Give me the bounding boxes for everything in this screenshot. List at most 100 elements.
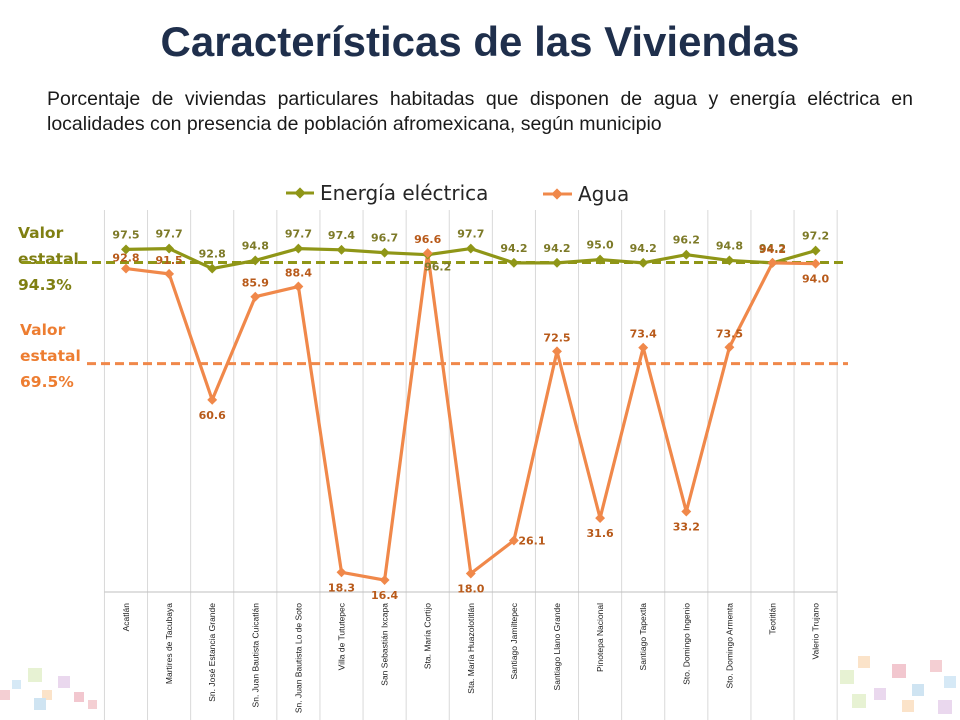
category-label: Sto. Domingo Ingenio xyxy=(681,603,691,685)
decorative-square xyxy=(88,700,97,709)
energia-data-label: 94.2 xyxy=(500,242,527,255)
state-value-energia-line-2: estatal xyxy=(18,250,79,268)
series-agua-point xyxy=(164,268,175,279)
energia-data-label: 94.2 xyxy=(630,242,657,255)
legend-energia-marker xyxy=(294,187,306,199)
series-agua-point xyxy=(810,258,821,269)
series-agua-point xyxy=(595,513,606,524)
agua-data-label: 94.2 xyxy=(759,243,786,256)
series-agua-point xyxy=(767,257,778,268)
decorative-square xyxy=(902,700,914,712)
series-energia-point xyxy=(336,244,347,255)
state-value-agua-line-3: 69.5% xyxy=(20,373,74,391)
state-value-energia-label: Valor estatal 94.3% xyxy=(18,220,79,298)
series-agua-line xyxy=(125,251,816,582)
category-label: Valerio Trujano xyxy=(811,603,821,660)
decorative-square xyxy=(874,688,886,700)
energia-data-label: 96.7 xyxy=(371,232,398,245)
decorative-square xyxy=(858,656,870,668)
series-energia-point xyxy=(724,255,735,266)
agua-data-label: 92.8 xyxy=(112,252,139,265)
energia-data-label: 94.2 xyxy=(543,242,570,255)
energia-data-label: 96.2 xyxy=(673,234,700,247)
energia-data-label: 97.5 xyxy=(112,228,139,241)
energia-data-label: 92.8 xyxy=(199,248,226,261)
series-agua-point xyxy=(724,342,735,353)
decorative-square xyxy=(892,664,906,678)
category-label: Sta. María Huazolotitlán xyxy=(466,603,476,694)
series-agua-point xyxy=(638,342,649,353)
page-title: Características de las Viviendas xyxy=(160,18,800,65)
state-value-energia-line-3: 94.3% xyxy=(18,276,72,294)
agua-data-label: 60.6 xyxy=(199,409,226,422)
agua-data-label: 18.0 xyxy=(457,583,484,596)
chart-subtitle: Porcentaje de viviendas particulares hab… xyxy=(47,88,913,135)
decorative-square xyxy=(42,690,52,700)
category-label: Santiago Jamiltepec xyxy=(509,602,519,679)
category-label: Acatlán xyxy=(121,603,131,632)
series-energia-point xyxy=(293,243,304,254)
agua-data-label: 91.5 xyxy=(156,254,183,267)
agua-data-label: 18.3 xyxy=(328,581,355,594)
series-agua-point xyxy=(422,248,433,259)
series-energia-point xyxy=(810,245,821,256)
energia-data-label: 97.4 xyxy=(328,229,355,242)
state-value-agua-line-1: Valor xyxy=(20,321,66,339)
decorative-square xyxy=(0,690,10,700)
energia-data-label: 94.8 xyxy=(716,239,743,252)
series-agua-point xyxy=(207,394,218,405)
series-energia-point xyxy=(681,249,692,260)
series-agua-point xyxy=(681,506,692,517)
category-label: Martires de Tacubaya xyxy=(164,603,174,684)
series-agua-point xyxy=(379,575,390,586)
decorative-square xyxy=(34,698,46,710)
series-energia-point xyxy=(379,247,390,258)
category-label: San Sebastián Ixcapa xyxy=(380,603,390,686)
energia-data-label: 97.7 xyxy=(285,228,312,241)
category-label: Santiago Tapextla xyxy=(638,603,648,671)
decorative-square xyxy=(74,692,84,702)
agua-data-label: 16.4 xyxy=(371,589,398,602)
decorative-square xyxy=(12,680,21,689)
category-label: Villa de Tututepec xyxy=(337,602,347,670)
legend-agua-label: Agua xyxy=(578,182,629,206)
agua-data-label: 72.5 xyxy=(543,331,570,344)
series-energia-point xyxy=(465,243,476,254)
energia-data-label: 97.7 xyxy=(457,228,484,241)
series-energia-point xyxy=(121,244,131,255)
decorative-square xyxy=(852,694,866,708)
agua-data-label: 31.6 xyxy=(587,527,614,540)
agua-data-label: 88.4 xyxy=(285,267,312,280)
energia-data-label: 94.2 xyxy=(759,242,786,255)
series-energia-point xyxy=(638,257,649,268)
decorative-square xyxy=(28,668,42,682)
category-label: Teotitlán xyxy=(768,603,778,635)
series-agua-point xyxy=(121,263,131,274)
series-energia-point xyxy=(164,243,175,254)
decorative-square xyxy=(938,700,952,714)
series-agua-point xyxy=(336,567,347,578)
series-agua-point xyxy=(508,535,519,546)
energia-data-label: 94.8 xyxy=(242,239,269,252)
agua-data-label: 96.6 xyxy=(414,233,441,246)
agua-data-label: 85.9 xyxy=(242,277,269,290)
energia-data-label: 97.2 xyxy=(802,230,829,243)
agua-data-label: 94.0 xyxy=(802,273,829,286)
state-value-agua-line-2: estatal xyxy=(20,347,81,365)
category-label: Sta. María Cortijo xyxy=(423,603,433,669)
decorative-square xyxy=(912,684,924,696)
decorative-square xyxy=(58,676,70,688)
agua-data-label: 26.1 xyxy=(518,535,545,548)
energia-data-label: 96.2 xyxy=(424,261,451,274)
decorative-square xyxy=(944,676,956,688)
series-energia-point xyxy=(207,263,218,274)
category-label: Sn. Juan Bautista Lo de Soto xyxy=(293,603,303,713)
category-label: Sn. Juan Bautista Cuicatlán xyxy=(250,603,260,708)
decorative-square xyxy=(930,660,942,672)
category-label: Pinotepa Nacional xyxy=(595,603,605,672)
agua-data-label: 33.2 xyxy=(673,521,700,534)
energia-data-label: 97.7 xyxy=(156,228,183,241)
agua-data-label: 73.4 xyxy=(630,328,657,341)
category-label: Sto. Domingo Armenta xyxy=(724,603,734,689)
